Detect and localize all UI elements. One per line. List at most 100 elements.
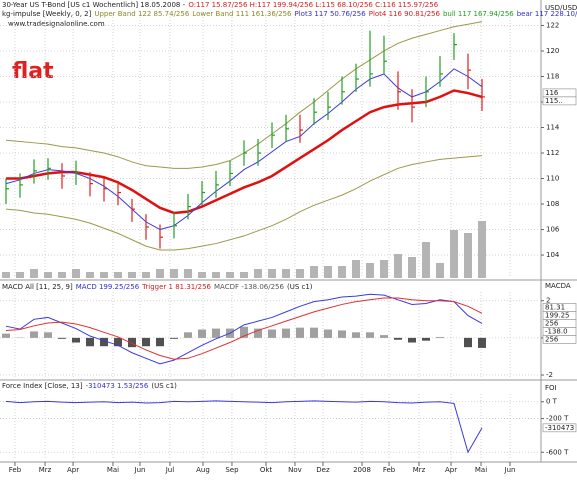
series-line <box>5 293 483 365</box>
value-box <box>542 335 577 344</box>
y-tick-label: 2 <box>546 297 550 305</box>
header-part: MACDF -138.06/256 <box>214 283 285 291</box>
histogram-bar <box>58 337 66 339</box>
note-label: flat <box>12 59 54 84</box>
histogram-bar <box>282 328 290 338</box>
x-tick-label: Apr <box>445 466 457 474</box>
value-box-label: 256 <box>545 319 559 327</box>
header-part: MACD 199.25/256 <box>76 283 140 291</box>
histogram-bar <box>156 337 164 347</box>
y-tick-label: -2 <box>546 371 553 379</box>
histogram-bar <box>198 329 206 338</box>
histogram-bar <box>72 337 80 343</box>
y-tick-label: 112 <box>546 149 559 157</box>
histogram-bar <box>128 337 136 348</box>
volume-bar <box>408 257 416 278</box>
x-tick-label: Mai <box>107 466 119 474</box>
volume-bar <box>282 269 290 278</box>
histogram-bar <box>324 329 332 338</box>
histogram-bar <box>408 337 416 343</box>
value-box <box>542 96 577 106</box>
axis-label: FOI <box>545 384 557 392</box>
volume-bar <box>170 269 178 278</box>
volume-bar <box>422 242 430 278</box>
value-box-label: 256 <box>545 335 559 343</box>
x-tick-label: Jun <box>134 466 146 474</box>
volume-bar <box>324 266 332 278</box>
volume-bar <box>72 269 80 278</box>
histogram-bar <box>422 337 430 341</box>
header-part: O:117 15.87/256 H:117 199.94/256 L:115 6… <box>188 1 438 9</box>
watermark: www.tradesignalonline.com <box>8 20 105 28</box>
volume-bar <box>44 272 52 278</box>
x-tick-label: 2008 <box>353 466 371 474</box>
value-box-label: 115.. <box>545 97 563 105</box>
y-tick-label: 0 T <box>546 398 558 406</box>
volume-bar <box>2 272 10 278</box>
series-line <box>5 68 483 231</box>
volume-bar <box>310 266 318 278</box>
header-part: Upper Band 122 85.74/256 <box>94 10 190 18</box>
volume-bar <box>366 263 374 278</box>
value-box-label: 116 <box>545 89 559 97</box>
header-part: Plot4 116 90.81/256 <box>369 10 441 18</box>
histogram-bar <box>212 328 220 338</box>
y-tick-label: 106 <box>546 226 560 234</box>
x-tick-label: Feb <box>383 466 396 474</box>
header-part: (US c1) <box>287 283 313 291</box>
series-line <box>6 89 483 215</box>
series-line <box>5 297 483 360</box>
header-part: Trigger 1 81.31/256 <box>141 283 211 291</box>
volume-bar <box>352 260 360 278</box>
header-part: Lower Band 111 161.36/256 <box>192 10 292 18</box>
volume-bar <box>268 269 276 278</box>
histogram-bar <box>478 337 486 348</box>
volume-bar <box>464 233 472 278</box>
x-tick-label: Mrz <box>413 466 426 474</box>
panel-header: 30-Year US T-Bond [US c1 Wochentlich] 18… <box>2 1 439 9</box>
x-tick-label: Sep <box>225 466 239 474</box>
histogram-bar <box>30 331 38 338</box>
volume-bar <box>100 272 108 278</box>
x-tick-label: Nov <box>288 466 302 474</box>
x-tick-label: Mai <box>475 466 487 474</box>
volume-bar <box>478 221 486 278</box>
x-tick-label: Okt <box>260 466 273 474</box>
volume-bar <box>58 272 66 278</box>
volume-bar <box>450 230 458 278</box>
histogram-bar <box>464 337 472 348</box>
volume-bar <box>184 269 192 278</box>
y-tick-label: 110 <box>546 175 559 183</box>
histogram-bar <box>394 337 402 340</box>
y-tick-label: -200 T <box>546 415 569 423</box>
volume-bar <box>16 272 24 278</box>
y-tick-label: 122 <box>546 21 559 29</box>
volume-bar <box>380 260 388 278</box>
histogram-bar <box>86 337 94 347</box>
value-box-label: -138.0 <box>545 327 568 335</box>
volume-bar <box>128 272 136 278</box>
y-tick-label: 114 <box>546 124 560 132</box>
histogram-bar <box>2 333 10 338</box>
histogram-bar <box>44 332 52 338</box>
x-tick-label: Mrz <box>39 466 52 474</box>
x-tick-label: Aug <box>196 466 210 474</box>
header-part: MACD All [11, 25, 9] <box>2 283 73 291</box>
volume-bar <box>254 269 262 278</box>
y-tick-label: 120 <box>546 47 559 55</box>
axis-label: USD/USD <box>545 4 577 12</box>
series-line <box>5 155 483 251</box>
histogram-bar <box>100 337 108 347</box>
volume-bar <box>240 272 248 278</box>
histogram-bar <box>142 337 150 347</box>
volume-bar <box>296 269 304 278</box>
volume-bar <box>338 266 346 278</box>
volume-bar <box>198 272 206 278</box>
histogram-bar <box>114 337 122 347</box>
y-tick-label: 118 <box>546 72 559 80</box>
value-box <box>542 423 577 433</box>
value-box-label: -310473 <box>545 424 574 432</box>
volume-bar <box>212 272 220 278</box>
